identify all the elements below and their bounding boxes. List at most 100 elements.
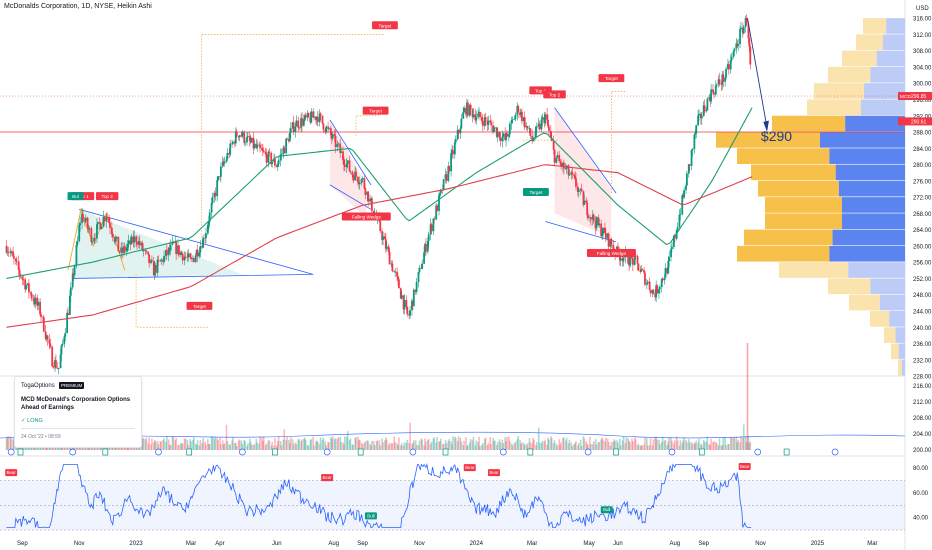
volume-bar [709,445,712,450]
volume-bar [666,444,669,450]
volume-bar [632,441,634,450]
moving-average-line [6,164,753,328]
candle-body [27,283,29,286]
candle-body [282,147,285,155]
volume-bar [342,442,344,450]
candle-body [96,224,98,239]
candle-body [560,162,562,167]
volume-bar [544,439,547,450]
candle-body [277,160,280,165]
candle-body [713,92,715,95]
volume-bar [606,438,609,450]
annotation-text: Target [193,304,206,309]
candle-body [261,148,263,151]
candle-body [619,258,622,261]
volume-bar [324,441,327,450]
volume-bar [479,445,481,450]
symbol-title: McDonalds Corporation, 1D, NYSE, Heikin … [4,3,152,10]
candle-body [153,265,156,276]
price-tick-label: 244.00 [913,309,932,315]
candle-body [140,243,143,246]
candle-body [33,301,36,305]
candle-body [256,144,259,148]
annotation-text: Top 1 [535,88,547,93]
candle-body [268,151,271,153]
time-tick-label: Mar [186,541,196,547]
volume-bar [205,444,207,450]
candle-body [261,150,264,152]
volume-bar [724,437,726,450]
rsi-divergence-tag [463,464,476,472]
volume-bar [300,441,302,450]
volume-bar [654,437,657,450]
volume-bar [249,442,252,450]
candle-body [6,251,9,253]
candle-body [106,216,109,218]
volume-bar [405,442,408,450]
volume-bar [412,442,414,450]
volume-bar [409,422,411,450]
candle-body [141,243,144,251]
candle-body [57,368,60,369]
candle-body [14,258,17,262]
candle-body [474,114,477,121]
volume-bar [735,436,738,450]
candle-body [686,173,688,186]
candle-body [652,290,655,295]
annotation-text: Target [530,190,543,195]
volume-bar [358,439,361,450]
volume-bar [695,440,698,450]
candle-body [219,176,221,177]
candle-body [559,161,562,163]
volume-bar [670,437,672,450]
candle-body [231,143,233,145]
candle-body [71,273,74,288]
candle-body [411,300,413,311]
rsi-divergence-tag [321,474,334,482]
volume-bar [586,443,588,450]
idea-card[interactable]: TogaOptions PREMIUM MCD McDonald's Corpo… [14,376,142,448]
candle-body [495,127,498,137]
candle-body [196,249,199,257]
candle-body [483,117,486,126]
candle-body [517,106,520,113]
candle-body [202,237,205,248]
volume-bar [490,444,492,450]
candle-body [510,119,513,124]
volume-bar [445,443,448,450]
volume-profile-bar [842,213,905,230]
candle-body [586,202,589,216]
volume-bar [217,440,219,450]
volume-bar [675,436,678,450]
volume-bar [560,441,562,450]
candle-body [436,205,439,212]
volume-bar [639,445,642,450]
candle-body [450,153,453,172]
volume-bar [681,443,684,450]
candle-body [160,259,163,261]
volume-bar [169,445,172,450]
idea-card-title[interactable]: MCD McDonald's Corporation Options Ahead… [21,397,131,411]
candle-body [651,290,654,294]
volume-bar [240,440,243,450]
candle-body [522,117,525,122]
volume-bar [220,444,222,450]
volume-bar [349,438,352,450]
candle-body [229,143,232,155]
volume-bar [262,440,264,450]
volume-bar [540,443,543,450]
candle-body [430,224,433,232]
volume-bar [519,439,521,450]
candle-body [248,136,251,141]
candle-body [715,84,718,86]
candle-body [654,294,657,298]
candle-body [402,295,405,310]
candle-body [252,137,255,149]
rsi-divergence-tag [600,506,613,514]
volume-bar [477,441,479,450]
volume-bar [415,444,418,450]
candle-body [291,122,294,129]
candle-body [549,130,552,138]
candle-body [577,189,580,192]
